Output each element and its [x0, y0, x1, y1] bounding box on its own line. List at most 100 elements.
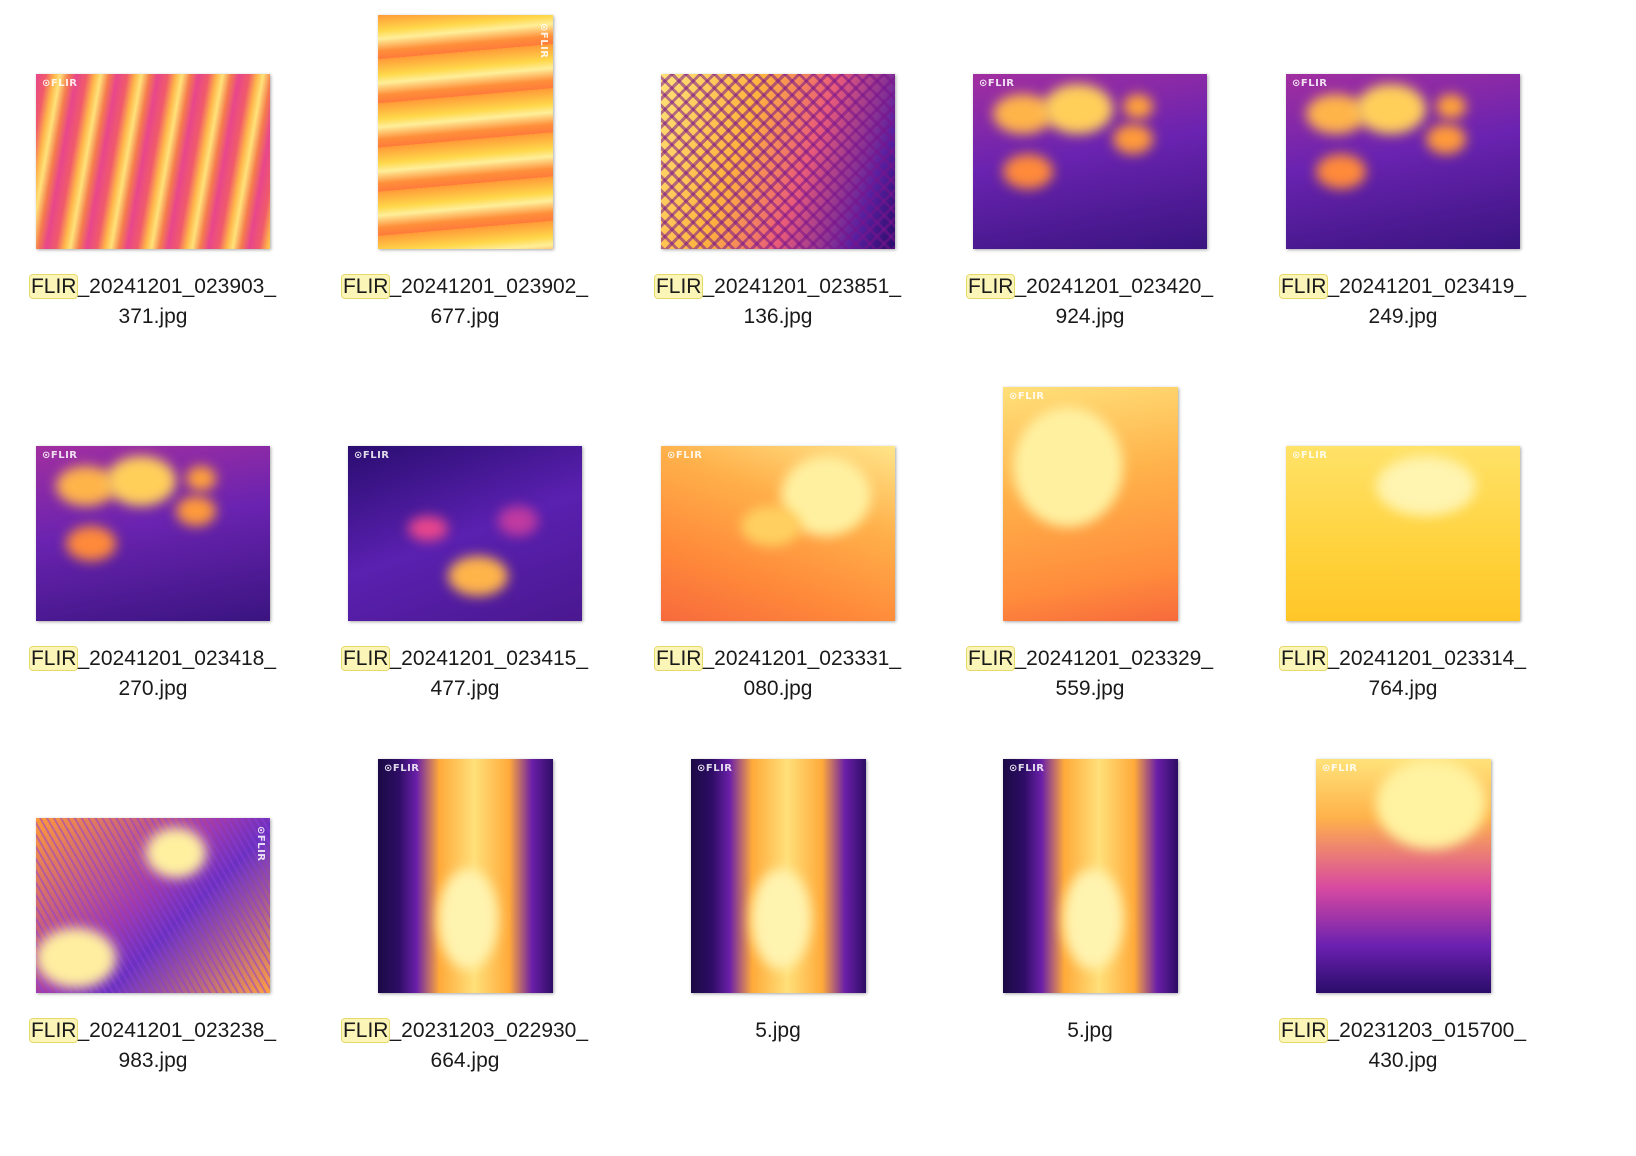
file-item[interactable]: ⊙FLIR FLIR_20231203_015700_ 430.jpg	[1239, 744, 1567, 1114]
file-name-rest: _20241201_023851_	[702, 275, 902, 298]
thumbnail-area: ⊙FLIR	[1239, 372, 1567, 642]
file-name-rest: _20241201_023415_	[389, 647, 589, 670]
file-item[interactable]: ⊙FLIR FLIR_20241201_023415_ 477.jpg	[301, 372, 629, 742]
file-name-label: FLIR_20241201_023418_ 270.jpg	[0, 644, 317, 704]
thumbnail-area: ⊙FLIR	[1239, 744, 1567, 1014]
thumbnail-area: ⊙FLIR	[0, 0, 317, 270]
file-name-line-1: FLIR_20241201_023903_	[0, 272, 317, 302]
file-thumbnail[interactable]: ⊙FLIR	[1286, 74, 1520, 249]
file-thumbnail[interactable]: ⊙FLIR	[691, 759, 866, 993]
file-name-line-2: 080.jpg	[743, 677, 813, 700]
file-name-line-1: FLIR_20241201_023238_	[0, 1016, 317, 1046]
file-item[interactable]: ⊙FLIR FLIR_20241201_023314_ 764.jpg	[1239, 372, 1567, 742]
file-name-line-2: 477.jpg	[430, 677, 500, 700]
thermal-hotspot	[751, 869, 811, 969]
thermal-hotspot	[438, 869, 498, 969]
file-name-line-2: 249.jpg	[1368, 305, 1438, 328]
search-match-highlight: FLIR	[340, 1018, 391, 1043]
file-name-line-2: 677.jpg	[430, 305, 500, 328]
thermal-hotspot	[448, 556, 508, 596]
thumbnail-area: ⊙FLIR	[301, 0, 629, 270]
file-thumbnail[interactable]: ⊙FLIR	[378, 15, 553, 249]
file-thumbnail[interactable]: ⊙FLIR	[661, 446, 895, 621]
file-name-rest: _20241201_023418_	[77, 647, 277, 670]
file-thumbnail[interactable]: ⊙FLIR	[1286, 446, 1520, 621]
file-thumbnail[interactable]: ⊙FLIR	[973, 74, 1207, 249]
file-item[interactable]: ⊙FLIR FLIR_20241201_023331_ 080.jpg	[614, 372, 942, 742]
file-item[interactable]: FLIR_20241201_023851_ 136.jpg	[614, 0, 942, 370]
thermal-hotspot	[1113, 124, 1153, 154]
file-name-line-2: 430.jpg	[1368, 1049, 1438, 1072]
file-thumbnail[interactable]: ⊙FLIR	[1003, 759, 1178, 993]
file-name-line-1: FLIR_20241201_023419_	[1239, 272, 1567, 302]
thermal-hotspot	[1436, 94, 1466, 119]
search-match-highlight: FLIR	[28, 646, 79, 671]
file-name-line-2: 371.jpg	[118, 305, 188, 328]
flir-watermark-logo: ⊙FLIR	[384, 763, 420, 774]
thumbnail-area: ⊙FLIR	[926, 744, 1254, 1014]
thumbnail-area	[614, 0, 942, 270]
file-name-line-2: 764.jpg	[1368, 677, 1438, 700]
search-match-highlight: FLIR	[1278, 274, 1329, 299]
thermal-hotspot	[146, 828, 206, 878]
file-name-rest: _20241201_023314_	[1327, 647, 1527, 670]
thumbnail-area: ⊙FLIR	[926, 372, 1254, 642]
file-item[interactable]: ⊙FLIR FLIR_20241201_023902_ 677.jpg	[301, 0, 629, 370]
thermal-hotspot	[36, 928, 116, 988]
flir-watermark-logo: ⊙FLIR	[354, 450, 390, 461]
file-name-rest: _20241201_023903_	[77, 275, 277, 298]
search-match-highlight: FLIR	[653, 274, 704, 299]
file-item[interactable]: ⊙FLIR FLIR_20241201_023419_ 249.jpg	[1239, 0, 1567, 370]
file-thumbnail[interactable]	[661, 74, 895, 249]
file-name-line-2: 270.jpg	[118, 677, 188, 700]
thermal-hotspot	[741, 506, 801, 546]
flir-watermark-logo: ⊙FLIR	[538, 23, 549, 59]
thumbnail-area: ⊙FLIR	[0, 744, 317, 1014]
file-item[interactable]: ⊙FLIR FLIR_20231203_022930_ 664.jpg	[301, 744, 629, 1114]
file-name-rest: _20231203_022930_	[389, 1019, 589, 1042]
file-name-rest: _20231203_015700_	[1327, 1019, 1527, 1042]
file-item[interactable]: ⊙FLIR FLIR_20241201_023420_ 924.jpg	[926, 0, 1254, 370]
file-item[interactable]: ⊙FLIR FLIR_20241201_023329_ 559.jpg	[926, 372, 1254, 742]
thumbnail-area: ⊙FLIR	[926, 0, 1254, 270]
file-name-label: FLIR_20241201_023314_ 764.jpg	[1239, 644, 1567, 704]
flir-watermark-logo: ⊙FLIR	[667, 450, 703, 461]
file-thumbnail[interactable]: ⊙FLIR	[1316, 759, 1491, 993]
search-match-highlight: FLIR	[28, 274, 79, 299]
file-thumbnail[interactable]: ⊙FLIR	[36, 818, 270, 993]
file-name-line-2: 664.jpg	[430, 1049, 500, 1072]
file-name-line-1: FLIR_20241201_023331_	[614, 644, 942, 674]
file-item[interactable]: ⊙FLIR 5.jpg	[614, 744, 942, 1114]
file-name-label: FLIR_20241201_023902_ 677.jpg	[301, 272, 629, 332]
file-name-line-2: 5.jpg	[755, 1019, 801, 1042]
file-name-line-2: 983.jpg	[118, 1049, 188, 1072]
thumbnail-area: ⊙FLIR	[301, 372, 629, 642]
file-name-label: FLIR_20241201_023419_ 249.jpg	[1239, 272, 1567, 332]
file-name-label: FLIR_20241201_023420_ 924.jpg	[926, 272, 1254, 332]
file-name-label: FLIR_20241201_023329_ 559.jpg	[926, 644, 1254, 704]
file-item[interactable]: ⊙FLIR FLIR_20241201_023238_ 983.jpg	[0, 744, 317, 1114]
thumbnail-area: ⊙FLIR	[301, 744, 629, 1014]
thermal-hotspot	[498, 506, 538, 536]
file-thumbnail[interactable]: ⊙FLIR	[378, 759, 553, 993]
thermal-hotspot	[1003, 154, 1053, 189]
thermal-hotspot	[1063, 869, 1123, 969]
file-thumbnail[interactable]: ⊙FLIR	[36, 446, 270, 621]
file-thumbnail[interactable]: ⊙FLIR	[36, 74, 270, 249]
file-name-rest: _20241201_023331_	[702, 647, 902, 670]
file-name-label: 5.jpg	[926, 1016, 1254, 1046]
file-thumbnail[interactable]: ⊙FLIR	[348, 446, 582, 621]
file-item[interactable]: ⊙FLIR FLIR_20241201_023418_ 270.jpg	[0, 372, 317, 742]
file-item[interactable]: ⊙FLIR 5.jpg	[926, 744, 1254, 1114]
file-name-rest: _20241201_023419_	[1327, 275, 1527, 298]
file-thumbnail[interactable]: ⊙FLIR	[1003, 387, 1178, 621]
file-name-label: FLIR_20241201_023331_ 080.jpg	[614, 644, 942, 704]
search-match-highlight: FLIR	[1278, 646, 1329, 671]
file-name-line-2: 5.jpg	[1067, 1019, 1113, 1042]
search-match-highlight: FLIR	[28, 1018, 79, 1043]
file-name-line-2: 924.jpg	[1055, 305, 1125, 328]
thumbnail-area: ⊙FLIR	[1239, 0, 1567, 270]
file-name-rest: _20241201_023902_	[389, 275, 589, 298]
file-item[interactable]: ⊙FLIR FLIR_20241201_023903_ 371.jpg	[0, 0, 317, 370]
